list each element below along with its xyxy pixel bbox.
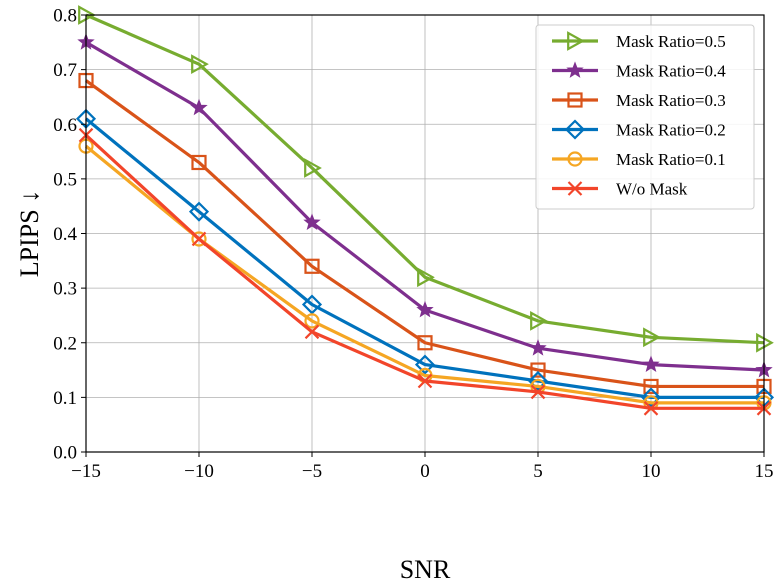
x-tick-label: −10 xyxy=(184,461,214,482)
data-point-mask-ratio-0-3 xyxy=(191,154,207,171)
data-point-mask-ratio-0-2 xyxy=(301,294,323,315)
data-point-w-o-mask xyxy=(530,384,546,400)
data-point-mask-ratio-0-4 xyxy=(416,300,434,318)
legend-label-mask-ratio-0-3: Mask Ratio=0.3 xyxy=(616,91,726,110)
y-tick-label: 0.1 xyxy=(53,388,77,409)
legend-marker-mask-ratio-0-3 xyxy=(567,92,583,108)
x-tick-label: 0 xyxy=(420,461,430,482)
legend-label-w-o-mask: W/o Mask xyxy=(616,180,688,199)
data-point-mask-ratio-0-4 xyxy=(303,213,321,230)
x-tick-label: 5 xyxy=(533,461,543,482)
data-point-mask-ratio-0-3 xyxy=(417,335,433,351)
series-w-o-mask xyxy=(78,127,772,416)
y-tick-label: 0.0 xyxy=(53,443,77,464)
data-point-mask-ratio-0-5 xyxy=(304,158,322,178)
data-point-w-o-mask xyxy=(191,231,207,247)
x-tick-label: −15 xyxy=(71,461,101,482)
data-point-mask-ratio-0-3 xyxy=(530,362,546,378)
legend-marker-mask-ratio-0-5 xyxy=(567,31,585,51)
data-point-mask-ratio-0-3 xyxy=(304,258,320,274)
y-tick-label: 0.7 xyxy=(53,60,77,81)
data-point-mask-ratio-0-1 xyxy=(304,313,320,329)
data-point-mask-ratio-0-5 xyxy=(643,327,661,348)
y-tick-label: 0.5 xyxy=(53,169,77,190)
legend-label-mask-ratio-0-5: Mask Ratio=0.5 xyxy=(616,32,726,51)
series-line-mask-ratio-0-3 xyxy=(85,79,764,389)
data-point-mask-ratio-0-5 xyxy=(530,311,548,331)
data-point-mask-ratio-0-4 xyxy=(190,98,208,116)
data-point-mask-ratio-0-4 xyxy=(529,339,547,356)
data-point-mask-ratio-0-2 xyxy=(640,387,662,408)
data-point-w-o-mask xyxy=(417,373,433,389)
legend-label-mask-ratio-0-1: Mask Ratio=0.1 xyxy=(616,150,726,169)
data-point-w-o-mask xyxy=(643,401,659,416)
legend-label-mask-ratio-0-4: Mask Ratio=0.4 xyxy=(616,62,726,81)
data-point-mask-ratio-0-2 xyxy=(188,201,210,222)
legend: Mask Ratio=0.5 Mask Ratio=0.4 Mask Ratio=0… xyxy=(535,24,755,210)
y-axis-title: LPIPS ↓ xyxy=(15,190,44,277)
axis-ticks: −15 −10 −5 0 5 10 15 0.0 0.1 0.2 0.3 0.4 0.5 0.6 0.7 0.… xyxy=(53,6,773,483)
x-tick-label: 15 xyxy=(755,461,774,482)
x-tick-label: 10 xyxy=(642,461,661,482)
legend-marker-mask-ratio-0-1 xyxy=(567,151,583,167)
data-point-mask-ratio-0-2 xyxy=(527,370,549,392)
data-point-mask-ratio-0-5 xyxy=(417,267,435,288)
legend-marker-mask-ratio-0-2 xyxy=(564,119,586,140)
data-point-mask-ratio-0-1 xyxy=(191,231,207,247)
data-point-mask-ratio-0-5 xyxy=(191,54,209,75)
data-point-w-o-mask xyxy=(304,324,320,340)
data-point-mask-ratio-0-2 xyxy=(414,354,436,375)
y-tick-label: 0.3 xyxy=(53,279,77,300)
y-tick-label: 0.8 xyxy=(53,6,77,27)
series-line-mask-ratio-0-5 xyxy=(85,13,765,345)
y-tick-label: 0.4 xyxy=(53,224,77,245)
data-point-mask-ratio-0-4 xyxy=(642,355,660,372)
series-layer xyxy=(75,5,775,416)
legend-marker-mask-ratio-0-4 xyxy=(566,61,584,78)
y-tick-label: 0.6 xyxy=(53,115,77,136)
data-point-mask-ratio-0-3 xyxy=(643,378,659,395)
legend-marker-w-o-mask xyxy=(567,181,583,196)
x-axis-title: SNR xyxy=(400,555,451,584)
legend-label-mask-ratio-0-2: Mask Ratio=0.2 xyxy=(616,121,726,140)
x-tick-label: −5 xyxy=(302,461,322,482)
y-tick-label: 0.2 xyxy=(53,333,77,354)
